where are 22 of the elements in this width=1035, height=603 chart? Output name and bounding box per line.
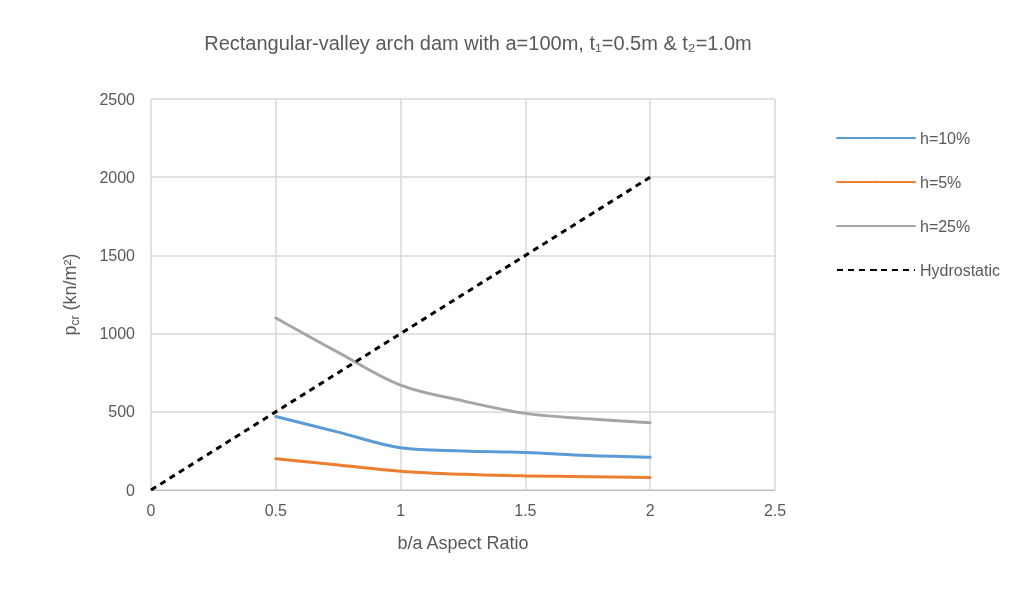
y-tick-label: 0 (126, 481, 136, 499)
x-tick-label: 0.5 (264, 501, 288, 519)
y-tick-label: 2500 (99, 90, 136, 108)
legend-label: h=10% (919, 129, 971, 147)
y-tick-label: 500 (108, 403, 136, 421)
x-tick-label: 2.5 (763, 501, 787, 519)
x-axis-title: b/a Aspect Ratio (397, 533, 529, 553)
y-tick-label: 2000 (99, 168, 136, 186)
y-tick-label: 1500 (99, 246, 136, 264)
y-tick-label: 1000 (99, 325, 136, 343)
x-tick-label: 1.5 (514, 501, 537, 519)
line-series (274, 414, 652, 459)
legend-label: h=5% (919, 173, 962, 191)
legend-label: h=25% (919, 217, 971, 235)
legend-label: Hydrostatic (919, 261, 1001, 279)
chart-title: Rectangular-valley arch dam with a=100m, t₁=0.5m & t₂=1.0m (204, 32, 752, 54)
y-axis-title: pcr (kn/m²) (60, 253, 82, 336)
x-tick-label: 0 (146, 501, 156, 519)
line-series (274, 316, 652, 425)
line-series (274, 457, 652, 479)
x-tick-label: 1 (396, 501, 406, 519)
x-tick-label: 2 (645, 501, 655, 519)
